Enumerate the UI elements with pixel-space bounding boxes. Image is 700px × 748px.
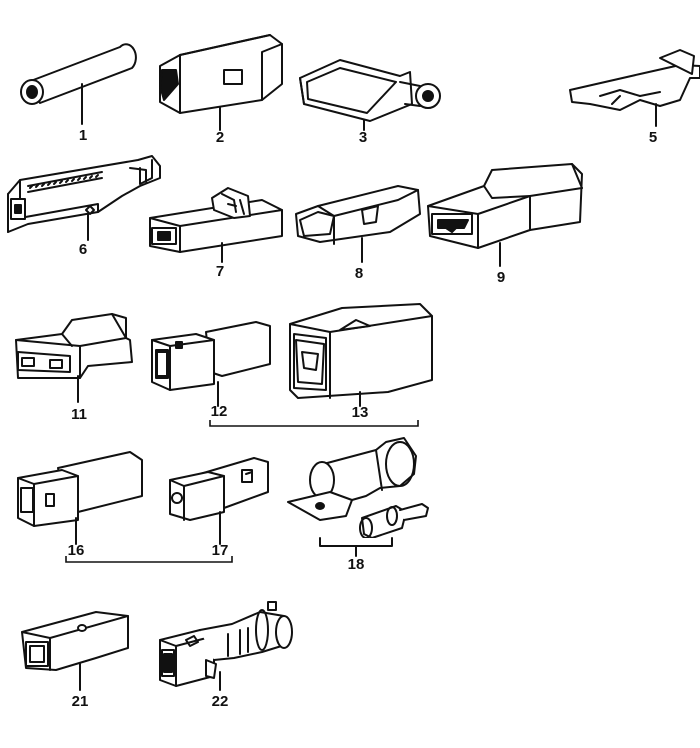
part-22-locking-connector (159, 601, 293, 691)
label-part-3: 3 (358, 129, 368, 146)
part-3-flat-cap (299, 59, 441, 131)
part-7-clip-housing (149, 187, 283, 263)
part-21-square-tube (21, 611, 129, 691)
label-part-18: 18 (347, 556, 365, 573)
label-part-5: 5 (648, 129, 658, 146)
label-part-1: 1 (78, 127, 88, 144)
label-part-17: 17 (211, 542, 229, 559)
label-part-12: 12 (210, 403, 228, 420)
part-1-tube-sleeve (20, 43, 137, 125)
label-part-6: 6 (78, 241, 88, 258)
label-part-9: 9 (496, 269, 506, 286)
label-part-21: 21 (71, 693, 89, 710)
part-17-round-terminal (169, 457, 269, 545)
label-part-2: 2 (215, 129, 225, 146)
part-6-terminal-housing (7, 155, 161, 241)
label-part-22: 22 (211, 693, 229, 710)
label-part-16: 16 (67, 542, 85, 559)
part-2-flat-housing (159, 34, 283, 131)
part-16-long-receptacle (17, 451, 143, 545)
label-part-13: 13 (351, 404, 369, 421)
label-part-8: 8 (354, 265, 364, 282)
label-part-7: 7 (215, 263, 225, 280)
part-9-large-housing (427, 163, 583, 267)
part-8-oval-housing (295, 185, 421, 263)
part-12-square-receptacle (151, 321, 271, 407)
part-11-open-housing (15, 313, 133, 403)
part-5-flat-terminal (569, 49, 700, 127)
part-18-round-connector (287, 437, 429, 557)
label-part-11: 11 (71, 406, 87, 423)
part-13-large-housing (289, 303, 433, 407)
